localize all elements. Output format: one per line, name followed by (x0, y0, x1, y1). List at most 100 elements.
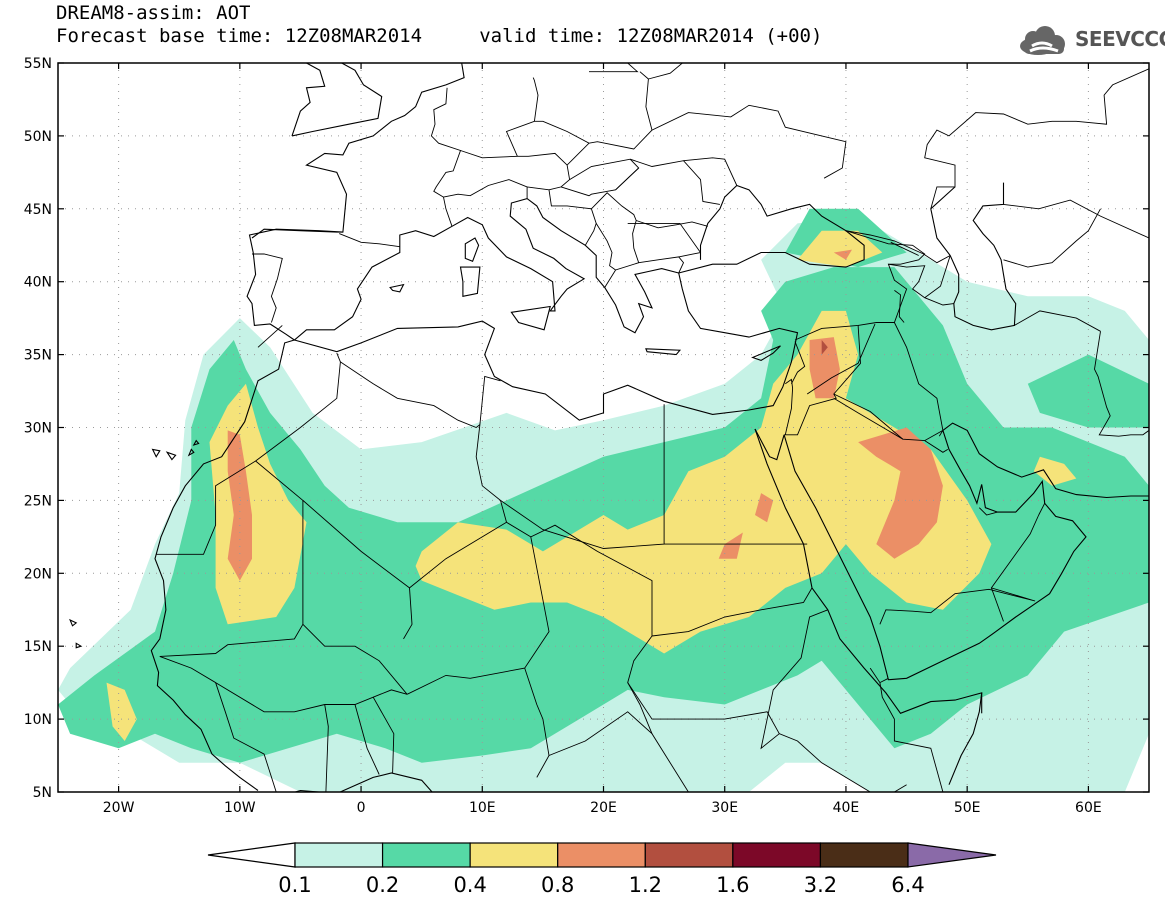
border-segment (638, 256, 685, 274)
border-segment (678, 251, 701, 260)
border-segment (340, 361, 481, 429)
colorbar-label: 0.2 (366, 873, 399, 897)
island-outline (151, 448, 161, 458)
lat-tick-label: 50N (24, 129, 52, 145)
border-segment (354, 704, 380, 775)
border-segment (879, 514, 1040, 625)
aot-level-0.8-region-0 (227, 430, 252, 581)
lat-tick-label: 35N (24, 348, 52, 364)
border-segment (372, 696, 395, 774)
border-segment (683, 157, 738, 186)
colorbar-label: 3.2 (804, 873, 837, 897)
border-segment (1094, 331, 1149, 437)
colorbar-under-arrow (207, 842, 296, 868)
border-segment (893, 322, 944, 431)
lon-tick-label: 40E (833, 800, 860, 816)
border-segment (1003, 199, 1149, 239)
lat-tick-label: 5N (33, 785, 52, 801)
border-segment (791, 341, 806, 385)
border-segment (924, 255, 951, 299)
cloud-logo-icon (1020, 26, 1065, 55)
lon-tick-label: 20W (103, 800, 135, 816)
border-segment (879, 682, 944, 792)
lon-tick-label: 20E (590, 800, 617, 816)
border-segment (990, 587, 1004, 622)
island-outline (645, 348, 682, 356)
lat-tick-label: 55N (24, 56, 52, 72)
island-outline (389, 283, 405, 293)
colorbar-label: 1.2 (629, 873, 662, 897)
colorbar-segment (381, 842, 471, 868)
colorbar-segment (644, 842, 734, 868)
border-segment (978, 507, 998, 516)
island-outline (75, 642, 83, 649)
border-segment (255, 352, 341, 462)
border-segment (833, 397, 904, 440)
border-segment (548, 189, 597, 246)
coastlines-borders (69, 63, 1149, 792)
border-segment (627, 222, 701, 253)
border-segment (159, 655, 277, 792)
colorbar-segment (819, 842, 909, 868)
border-segment (339, 233, 400, 248)
coastline-segment (754, 428, 785, 461)
coastline-segment (783, 430, 1087, 681)
border-segment (524, 667, 550, 778)
border-segment (548, 711, 689, 792)
coastline-segment (291, 63, 326, 137)
border-segment (615, 167, 640, 191)
border-segment (589, 63, 639, 73)
coastline-segment (678, 184, 865, 274)
border-segment (505, 71, 653, 157)
border-segment (636, 220, 708, 229)
colorbar-label: 0.4 (453, 873, 486, 897)
lon-tick-label: 60E (1075, 800, 1102, 816)
lon-tick-label: 0 (357, 800, 366, 816)
colorbar-label: 6.4 (891, 873, 924, 897)
border-segment (443, 179, 528, 199)
colorbar-label: 0.1 (278, 873, 311, 897)
border-segment (430, 87, 462, 227)
border-segment (794, 230, 926, 341)
border-segment (460, 150, 571, 191)
lat-tick-label: 25N (24, 493, 52, 509)
border-segment (302, 623, 408, 695)
lat-tick-label: 45N (24, 202, 52, 218)
border-segment (924, 68, 1149, 209)
border-segment (1003, 208, 1101, 268)
border-segment (591, 192, 640, 288)
border-segment (156, 460, 256, 555)
border-segment (215, 682, 408, 713)
aot-level-0.8-region-3 (755, 493, 774, 523)
lat-tick-label: 15N (24, 639, 52, 655)
lat-tick-label: 30N (24, 421, 52, 437)
coastline-segment (294, 272, 799, 421)
colorbar-over-arrow (907, 842, 997, 868)
border-segment (890, 241, 919, 256)
aot-level-0.8-region-4 (718, 532, 743, 559)
aot-level-0.8-region-2 (858, 427, 943, 559)
island-outline (510, 305, 551, 331)
border-segment (784, 325, 861, 436)
aot-level-0.2-region-2 (1027, 354, 1149, 428)
coastline-segment (754, 428, 983, 785)
aot-contour-fields (58, 208, 1149, 792)
lat-tick-label: 40N (24, 275, 52, 291)
border-segment (648, 63, 684, 80)
logo-text: SEEVCCC (1075, 27, 1165, 51)
colorbar-segment (294, 842, 384, 868)
border-segment (627, 682, 871, 792)
border-segment (938, 430, 944, 437)
border-segment (784, 378, 794, 435)
aot-level-0.2-region-0 (58, 267, 1149, 763)
coastline-segment (246, 197, 679, 341)
island-outline (69, 618, 78, 627)
lon-tick-label: 10E (469, 800, 496, 816)
border-segment (924, 440, 949, 453)
colorbar-label: 1.6 (716, 873, 749, 897)
aot-level-1.2-region-0 (821, 340, 828, 355)
coastline-segment (150, 339, 295, 791)
forecast-time-subtitle: Forecast base time: 12Z08MAR2014 valid t… (56, 25, 823, 47)
lat-tick-label: 10N (24, 712, 52, 728)
